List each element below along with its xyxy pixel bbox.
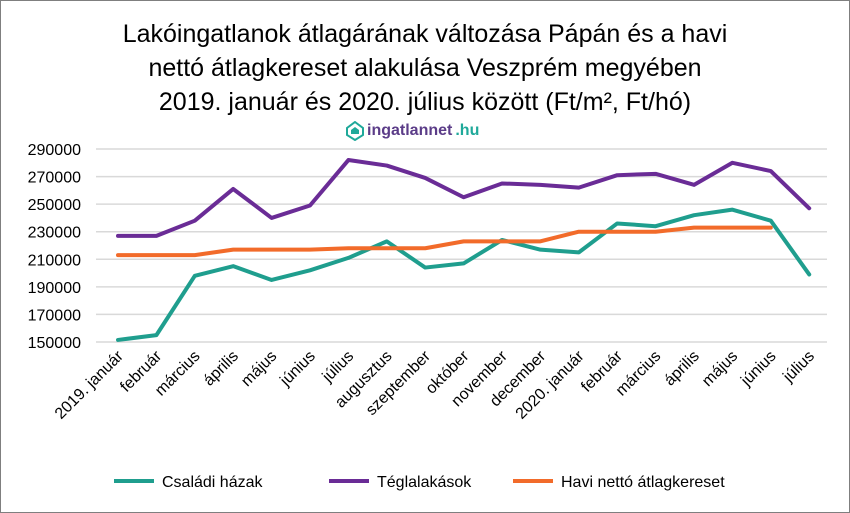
legend-label: Havi nettó átlagkereset: [561, 474, 725, 491]
x-tick-label: május: [238, 348, 280, 390]
series-line: [116, 158, 812, 238]
x-tick-label: július: [780, 348, 819, 387]
legend-label: Téglalakások: [377, 474, 472, 491]
y-tick-label: 270000: [28, 170, 81, 187]
x-tick-label: 2019. január: [52, 347, 127, 422]
title-line: Lakóingatlanok átlagárának változása Páp…: [122, 20, 728, 48]
y-tick-label: 210000: [28, 252, 81, 269]
y-tick-label: 230000: [28, 225, 81, 242]
x-tick-label: június: [277, 348, 319, 390]
logo-text: ingatlannet: [367, 122, 453, 139]
legend-label: Családi házak: [162, 474, 264, 491]
logo-domain: .hu: [455, 122, 480, 139]
y-tick-label: 190000: [28, 280, 81, 297]
x-tick-label: április: [200, 348, 242, 390]
y-tick-label: 250000: [28, 197, 81, 214]
chart-title: Lakóingatlanok átlagárának változása Páp…: [1, 17, 849, 119]
house-pin-icon: [346, 121, 364, 141]
title-line: 2019. január és 2020. július között (Ft/…: [158, 88, 692, 116]
y-tick-label: 170000: [28, 307, 81, 324]
title-line: nettó átlagkereset alakulása Veszprém me…: [148, 54, 702, 82]
x-tick-label: április: [661, 348, 703, 390]
series-line: [116, 225, 773, 258]
x-tick-label: május: [699, 348, 741, 390]
y-tick-label: 290000: [28, 142, 81, 159]
logo: ingatlannet .hu: [346, 121, 479, 141]
x-tick-label: június: [737, 348, 779, 390]
y-tick-label: 150000: [28, 335, 81, 352]
